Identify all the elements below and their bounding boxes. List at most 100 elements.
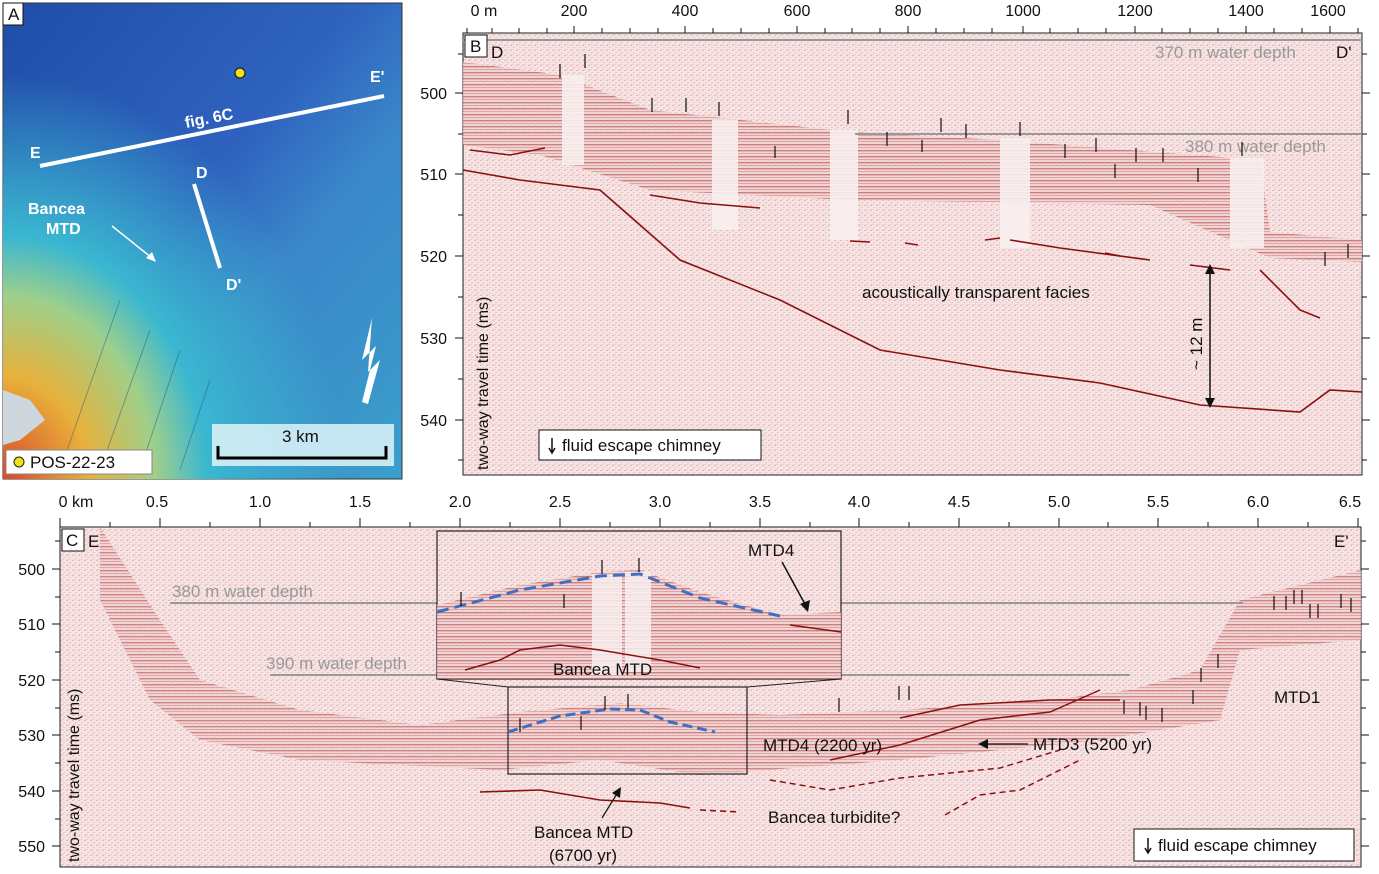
panel-c-legend-box (1133, 828, 1355, 862)
bancea-mtd-arrow-head (612, 787, 621, 798)
panel-b-x-tick: 600 (784, 3, 811, 20)
panel-b-x-tick: 1600 (1310, 3, 1346, 20)
profile-d-label: D (196, 165, 208, 182)
panel-c-x-tick: 3.0 (649, 494, 671, 511)
inset-mtd4-arrow (781, 561, 807, 607)
inset-dashed-boundary (507, 707, 716, 734)
panel-c-y-tick: 550 (18, 839, 45, 856)
panel-c-label-box (61, 528, 85, 552)
profile-e-label: E (30, 145, 41, 162)
turbidite-label: Bancea turbidite? (768, 808, 900, 827)
mtd-label-line2: MTD (46, 221, 81, 238)
panel-c-x-tick: 4.5 (948, 494, 970, 511)
panel-b-y-tick: 520 (420, 249, 447, 266)
bancea-mtd-label-line2: (6700 yr) (549, 846, 617, 865)
panel-a-map (2, 2, 403, 480)
panel-b-left-profile: D (491, 43, 503, 62)
inset-mtd4-arrow-head (800, 600, 810, 612)
core-legend-symbol (13, 456, 25, 468)
panel-b-legend-label: fluid escape chimney (562, 436, 721, 455)
mtd-arrow (111, 225, 153, 259)
panel-b-x-tick: 1000 (1005, 3, 1041, 20)
panel-c-x-tick: 0.5 (146, 494, 168, 511)
core-legend-box (5, 449, 153, 475)
panel-c-x-tick: 5.0 (1048, 494, 1070, 511)
panel-b-x-tick: 1400 (1228, 3, 1264, 20)
panel-b-x-tick: 400 (672, 3, 699, 20)
panel-b-seismic (462, 32, 1363, 476)
mtd-label-line1: Bancea (28, 201, 85, 218)
bancea-mtd-arrow (601, 791, 619, 819)
panel-b-y-label: two-way travel time (ms) (475, 297, 492, 470)
panel-c-x-tick: 4.0 (848, 494, 870, 511)
core-location-marker (234, 67, 246, 79)
panel-b-y-tick: 530 (420, 331, 447, 348)
panel-c-x-tick: 1.5 (349, 494, 371, 511)
profile-e-line (39, 94, 385, 168)
scale-bar (216, 446, 388, 460)
inset-connector-left (436, 678, 509, 688)
panel-b-y-tick: 540 (420, 413, 447, 430)
panel-c-label: C (66, 531, 78, 550)
inset-mtd4-label: MTD4 (748, 541, 794, 560)
panel-b-label: B (470, 37, 481, 56)
panel-c-x-tick: 3.5 (749, 494, 771, 511)
panel-b-x-tick: 0 m (471, 3, 498, 20)
panel-c-x-tick: 0 km (59, 494, 94, 511)
panel-b-label-box (464, 34, 488, 58)
panel-b-x-tick: 200 (561, 3, 588, 20)
panel-c-y-label: two-way travel time (ms) (66, 689, 83, 862)
panel-c-legend-arrow-icon (1144, 838, 1152, 855)
panel-c-chimney-arrows (460, 558, 1352, 732)
panel-c-seismic (59, 526, 1362, 868)
panel-c-legend-label: fluid escape chimney (1158, 836, 1317, 855)
panel-c-x-tick: 5.5 (1147, 494, 1169, 511)
bancea-mtd-label-line1: Bancea MTD (534, 823, 633, 842)
panel-b-chimney-arrows (559, 54, 1349, 266)
scale-bar-label: 3 km (282, 427, 319, 446)
panel-c-x-tick: 6.5 (1339, 494, 1361, 511)
panel-b-water-depth-2: 380 m water depth (1185, 137, 1326, 156)
thickness-label: ~ 12 m (1187, 318, 1206, 370)
panel-c-water-depth-2: 390 m water depth (266, 654, 407, 673)
panel-b-legend-arrow-icon (548, 438, 556, 455)
panel-c-water-depth-1: 380 m water depth (172, 582, 313, 601)
panel-a-label-box (2, 2, 24, 26)
mtd-arrow-head (146, 252, 156, 262)
mtd1-label: MTD1 (1274, 688, 1320, 707)
panel-c-x-tick: 6.0 (1247, 494, 1269, 511)
mtd3-label: MTD3 (5200 yr) (1033, 735, 1152, 754)
panel-b-x-tick: 800 (895, 3, 922, 20)
panel-c-x-axis: 0 km 0.5 1.0 1.5 2.0 2.5 3.0 3.5 4.0 4.5… (59, 494, 1361, 527)
panel-b-y-tick: 500 (420, 86, 447, 103)
mtd4-label: MTD4 (2200 yr) (763, 736, 882, 755)
panel-c-x-tick: 1.0 (249, 494, 271, 511)
panel-c-y-tick: 520 (18, 673, 45, 690)
panel-c-right-profile: E' (1334, 532, 1349, 551)
panel-c-inset (436, 530, 842, 680)
panel-c-x-tick: 2.5 (549, 494, 571, 511)
profile-d-line (192, 183, 222, 269)
profile-d-prime-label: D' (226, 277, 241, 294)
panel-a-label: A (8, 5, 20, 24)
core-legend-label: POS-22-23 (30, 453, 115, 472)
profile-e-prime-label: E' (370, 69, 384, 86)
panel-c-y-tick: 540 (18, 784, 45, 801)
panel-b-right-profile: D' (1336, 43, 1352, 62)
panel-c-y-tick: 530 (18, 728, 45, 745)
inset-bancea-label: Bancea MTD (553, 660, 652, 679)
panel-b-y-axis: 500 510 520 530 540 (420, 53, 1370, 461)
panel-c-y-axis: 500 510 520 530 540 550 (18, 540, 1369, 856)
inset-connector-right (746, 678, 842, 688)
panel-b-water-depth-1: 370 m water depth (1155, 43, 1296, 62)
panel-c-x-tick: 2.0 (449, 494, 471, 511)
panel-c-y-tick: 510 (18, 617, 45, 634)
panel-b-legend-box (538, 429, 762, 461)
panel-b-y-tick: 510 (420, 167, 447, 184)
panel-c-y-tick: 500 (18, 562, 45, 579)
panel-b-facies-label: acoustically transparent facies (862, 283, 1090, 302)
panel-b-x-tick: 1200 (1117, 3, 1153, 20)
panel-c-left-profile: E (88, 532, 99, 551)
mtd3-arrow-head (978, 739, 988, 749)
panel-b-x-axis: 0 m 200 400 600 800 1000 1200 1400 1600 (466, 3, 1359, 33)
